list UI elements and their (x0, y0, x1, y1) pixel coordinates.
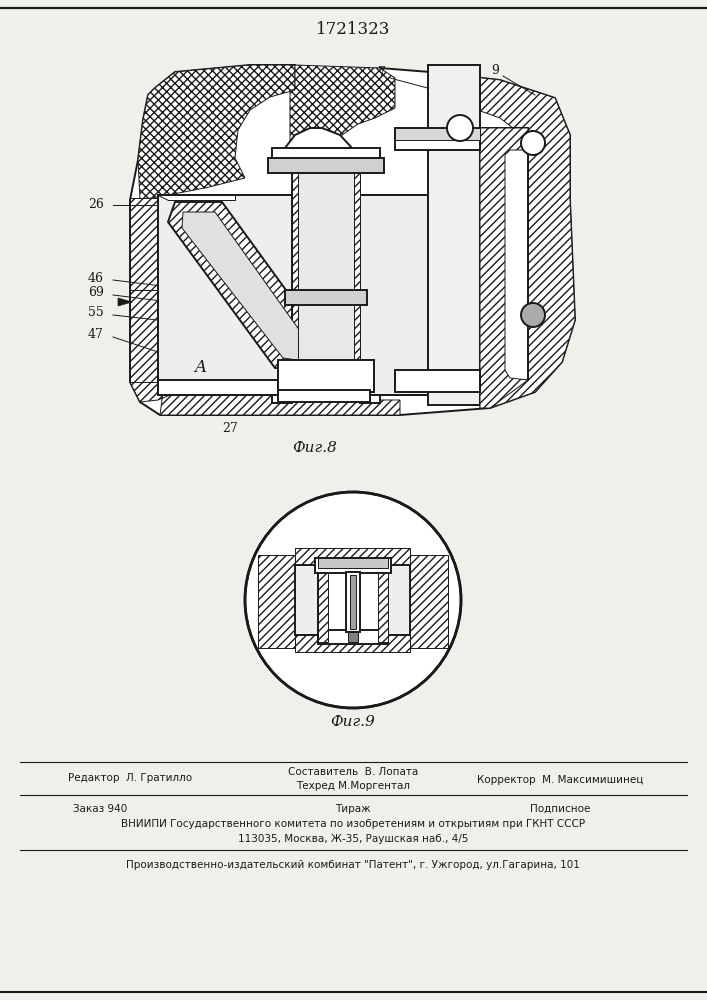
Bar (346, 572, 360, 632)
Circle shape (245, 492, 461, 708)
Bar (348, 632, 358, 642)
Bar (292, 162, 360, 395)
Text: 7: 7 (378, 66, 386, 80)
Polygon shape (295, 548, 410, 565)
Text: Корректор  М. Максимишинец: Корректор М. Максимишинец (477, 775, 643, 785)
Bar (395, 370, 480, 392)
Polygon shape (480, 128, 528, 408)
Bar (395, 128, 480, 140)
Bar (318, 562, 388, 642)
Bar (318, 562, 328, 642)
Bar (158, 195, 428, 395)
Bar (272, 395, 292, 403)
Text: Фиг.8: Фиг.8 (293, 441, 337, 455)
Bar (480, 128, 528, 380)
Text: Редактор  Л. Гратилло: Редактор Л. Гратилло (68, 773, 192, 783)
Circle shape (447, 115, 473, 141)
Polygon shape (295, 635, 410, 652)
Polygon shape (258, 555, 295, 648)
Text: Фиг.9: Фиг.9 (331, 715, 375, 729)
Text: 69: 69 (88, 286, 104, 300)
Text: 46: 46 (88, 271, 104, 284)
Circle shape (521, 303, 545, 327)
Polygon shape (130, 352, 400, 415)
Bar (158, 380, 278, 395)
Text: Техред М.Моргентал: Техред М.Моргентал (296, 781, 410, 791)
Bar (278, 360, 374, 392)
Bar (318, 558, 388, 568)
Bar (378, 562, 388, 642)
Polygon shape (182, 212, 315, 362)
Bar (285, 290, 367, 305)
Text: Производственно-издательский комбинат "Патент", г. Ужгород, ул.Гагарина, 101: Производственно-издательский комбинат "П… (126, 860, 580, 870)
Text: Составитель  В. Лопата: Составитель В. Лопата (288, 767, 418, 777)
Polygon shape (168, 202, 328, 368)
Text: 113035, Москва, Ж-35, Раушская наб., 4/5: 113035, Москва, Ж-35, Раушская наб., 4/5 (238, 834, 468, 844)
Bar (352, 162, 360, 395)
Polygon shape (130, 198, 158, 290)
Text: Подписное: Подписное (530, 804, 590, 814)
Text: ВНИИПИ Государственного комитета по изобретениям и открытиям при ГКНТ СССР: ВНИИПИ Государственного комитета по изоб… (121, 819, 585, 829)
Polygon shape (118, 298, 132, 306)
Text: 55: 55 (88, 306, 104, 320)
Bar (395, 128, 480, 150)
Polygon shape (138, 65, 295, 200)
Bar (292, 162, 300, 395)
Bar (295, 565, 410, 635)
Bar (318, 630, 388, 644)
Text: 45: 45 (310, 504, 326, 516)
Bar (298, 168, 354, 390)
Text: Тираж: Тираж (335, 804, 370, 814)
Bar (268, 158, 384, 173)
Polygon shape (130, 290, 158, 382)
Bar (315, 558, 391, 573)
Polygon shape (290, 65, 395, 178)
Polygon shape (130, 65, 575, 415)
Bar (350, 575, 356, 629)
Polygon shape (158, 195, 235, 200)
Text: 26: 26 (88, 198, 104, 212)
Bar (428, 65, 480, 405)
Text: 9: 9 (491, 64, 499, 77)
Bar (272, 148, 380, 170)
Polygon shape (285, 128, 352, 148)
Text: 1721323: 1721323 (316, 21, 390, 38)
Polygon shape (410, 555, 448, 648)
Text: 27: 27 (222, 422, 238, 434)
Bar (360, 395, 380, 403)
Polygon shape (430, 72, 575, 408)
Text: 47: 47 (88, 328, 104, 342)
Text: Заказ 940: Заказ 940 (73, 804, 127, 814)
Text: A: A (194, 360, 206, 376)
Bar (278, 390, 370, 402)
Circle shape (521, 131, 545, 155)
